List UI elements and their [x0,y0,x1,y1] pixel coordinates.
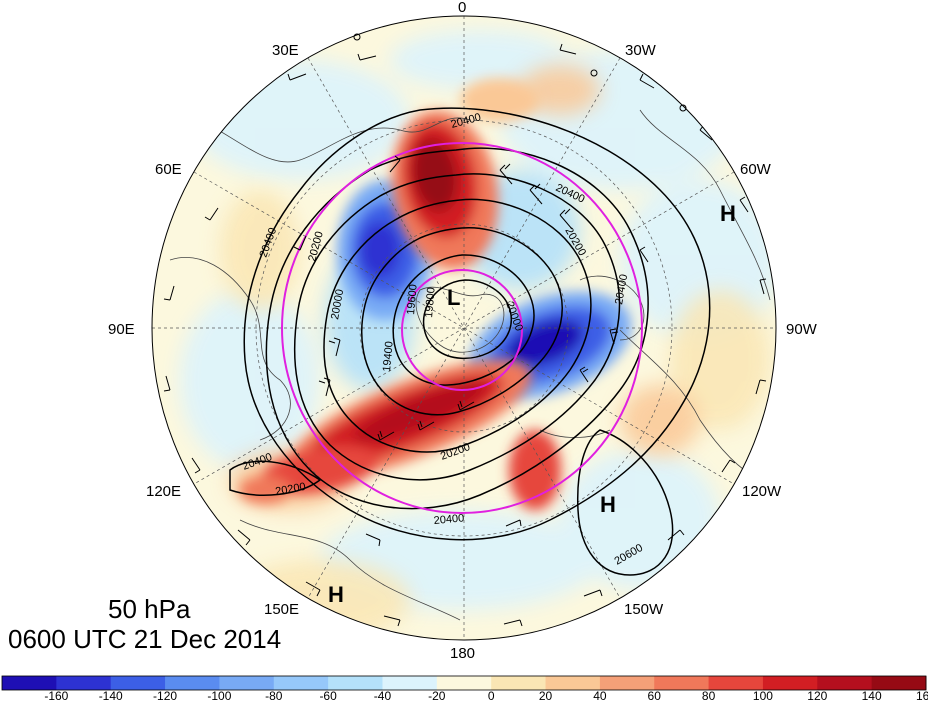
calm-markers [353,33,687,112]
contour-label: 20200 [274,481,306,498]
colorbar-segment [762,676,818,690]
lon-label-60w: 60W [740,161,772,178]
longitude-labels: 0 30W 60W 90W 120W 150W 180 150E 120E 90… [108,0,818,662]
colorbar-segment [273,676,329,690]
colorbar-tick-label: -80 [265,689,283,702]
colorbar-segment [708,676,764,690]
colorbar-border [1,675,927,691]
colorbar: -160 -140 -120 -100 -80 -60 -40 -20 0 20 40 60 80 100… [1,675,928,702]
contour-label: 19600 [405,284,420,316]
colorbar-tick-label: 120 [807,689,827,702]
lon-label-30e: 30E [272,42,299,59]
colorbar-segment [491,676,547,690]
wind-barbs [163,43,767,627]
map-boundary [151,15,777,641]
lon-label-120w: 120W [742,483,782,500]
lon-label-150e: 150E [264,601,299,618]
colorbar-tick-label: -140 [99,689,123,702]
low-center-label: L [447,285,460,310]
high-center-label: H [328,582,344,607]
colorbar-tick-label: 60 [648,689,662,702]
colorbar-tick-label: 0 [488,689,495,702]
colorbar-segment [219,676,275,690]
colorbar-tick-label: 20 [539,689,553,702]
lon-label-30w: 30W [625,42,657,59]
contour-label: 20400 [433,512,465,527]
lon-label-0: 0 [458,0,466,16]
high-center-label: H [600,492,616,517]
colorbar-tick-label: 80 [702,689,716,702]
colorbar-segment [382,676,438,690]
lon-label-90w: 90W [786,321,818,338]
pressure-level-label: 50 hPa [108,594,191,624]
colorbar-tick-label: -100 [207,689,231,702]
colorbar-segment [654,676,710,690]
colorbar-tick-label: -60 [319,689,337,702]
contour-label: 19800 [423,287,438,319]
colorbar-segment [2,676,57,690]
colorbar-segment [56,676,112,690]
colorbar-segment [871,676,927,690]
colorbar-segment [599,676,655,690]
colorbar-tick-label: -40 [374,689,392,702]
colorbar-tick-label: 140 [862,689,882,702]
lon-label-120e: 120E [146,483,181,500]
colorbar-segment [545,676,601,690]
coastlines [169,109,771,621]
reference-circles [281,142,643,514]
colorbar-segment [817,676,873,690]
contour-label: 20400 [613,273,630,305]
colorbar-tick-label: -120 [153,689,177,702]
graticule [152,16,776,640]
high-center-label: H [720,201,736,226]
pressure-centers: L H H H [328,201,736,607]
colorbar-tick-label: 100 [753,689,773,702]
colorbar-tick-label: -160 [44,689,68,702]
colorbar-segment [165,676,220,690]
colorbar-tick-label: -20 [428,689,446,702]
datetime-label: 0600 UTC 21 Dec 2014 [8,624,281,654]
contour-label: 20000 [329,288,346,320]
lon-label-90e: 90E [108,321,135,338]
lon-label-180: 180 [450,645,475,662]
colorbar-tick-label: 160 [916,689,928,702]
lon-label-150w: 150W [624,601,664,618]
contour-label: 19400 [381,341,396,373]
colorbar-tick-label: 40 [593,689,607,702]
lon-label-60e: 60E [155,161,182,178]
colorbar-segment [110,676,166,690]
colorbar-segment [328,676,383,690]
colorbar-segment [436,676,492,690]
